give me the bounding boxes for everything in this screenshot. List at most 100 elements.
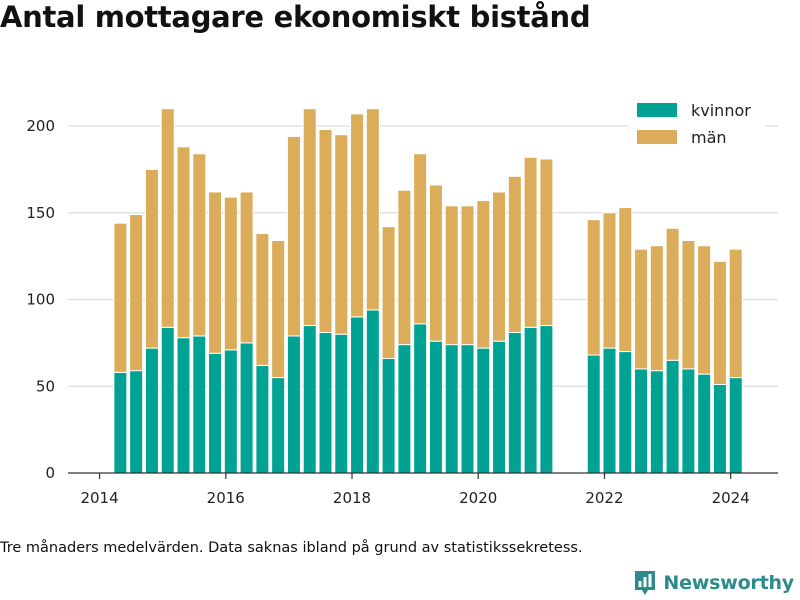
bar-man-33: [665, 227, 680, 361]
bar-man-3: [160, 108, 175, 328]
bar-man-7: [223, 196, 238, 351]
bar-kvinnor-1: [129, 370, 144, 474]
bar-man-13: [318, 128, 333, 333]
bar-man-30: [618, 207, 633, 353]
bar-kvinnor-32: [649, 370, 664, 474]
bar-man-2: [144, 168, 159, 349]
bar-man-36: [712, 260, 727, 386]
bar-man-20: [428, 184, 443, 342]
y-tick-label-0: 0: [45, 464, 55, 482]
bar-man-31: [634, 248, 649, 370]
x-tick-label-2016: 2016: [207, 489, 245, 507]
bar-kvinnor-21: [444, 344, 459, 474]
bar-kvinnor-31: [634, 368, 649, 474]
footnote: Tre månaders medelvärden. Data saknas ib…: [0, 540, 583, 556]
bar-kvinnor-13: [318, 331, 333, 474]
bar-kvinnor-2: [144, 347, 159, 474]
bar-kvinnor-34: [681, 368, 696, 474]
bar-kvinnor-16: [365, 309, 380, 474]
bar-kvinnor-22: [460, 344, 475, 474]
bar-man-22: [460, 205, 475, 346]
bar-kvinnor-28: [586, 354, 601, 474]
bar-kvinnor-6: [208, 352, 223, 474]
newsworthy-logo-icon: [635, 571, 656, 595]
bar-man-10: [271, 240, 286, 379]
bar-man-8: [239, 191, 254, 344]
bar-kvinnor-7: [223, 349, 238, 474]
bar-kvinnor-0: [113, 371, 128, 474]
bar-man-24: [492, 191, 507, 342]
bar-kvinnor-12: [302, 325, 317, 474]
y-tick-label-200: 200: [26, 117, 55, 135]
bar-kvinnor-20: [428, 340, 443, 474]
x-tick-label-2018: 2018: [333, 489, 371, 507]
bar-man-16: [365, 108, 380, 311]
bar-man-9: [255, 233, 270, 366]
legend-swatch-kvinnor: [637, 103, 677, 117]
x-tick-label-2020: 2020: [459, 489, 497, 507]
legend-label-kvinnor: kvinnor: [691, 101, 751, 120]
legend: kvinnor män: [629, 95, 765, 151]
bar-man-11: [286, 135, 301, 337]
legend-label-man: män: [691, 128, 727, 147]
brand-name: Newsworthy: [663, 572, 794, 594]
bar-kvinnor-24: [492, 340, 507, 474]
y-tick-label-50: 50: [36, 377, 55, 395]
x-axis: 2014 2016 2018 2020 2022 2024: [68, 472, 778, 507]
bar-man-26: [523, 156, 538, 328]
x-tick-label-2022: 2022: [585, 489, 623, 507]
chart-title: Antal mottagare ekonomiskt bistånd: [0, 0, 591, 34]
bar-kvinnor-29: [602, 347, 617, 474]
bar-kvinnor-8: [239, 342, 254, 474]
bar-kvinnor-27: [539, 325, 554, 474]
bar-kvinnor-5: [192, 335, 207, 474]
bar-man-6: [208, 191, 223, 354]
bar-kvinnor-33: [665, 359, 680, 474]
bar-man-27: [539, 158, 554, 327]
bar-kvinnor-3: [160, 326, 175, 474]
bar-man-17: [381, 226, 396, 359]
bar-man-35: [697, 245, 712, 375]
bar-kvinnor-30: [618, 351, 633, 474]
bar-man-18: [397, 189, 412, 346]
y-tick-label-100: 100: [26, 291, 55, 309]
y-axis: 0 50 100 150 200: [26, 117, 55, 482]
bar-man-0: [113, 222, 128, 373]
bar-man-21: [444, 205, 459, 346]
bar-man-23: [476, 200, 491, 349]
bar-kvinnor-35: [697, 373, 712, 474]
x-tick-label-2014: 2014: [80, 489, 118, 507]
bar-man-29: [602, 212, 617, 349]
bar-kvinnor-17: [381, 358, 396, 474]
bar-man-37: [728, 248, 743, 379]
bar-kvinnor-9: [255, 364, 270, 474]
bar-kvinnor-18: [397, 344, 412, 474]
bar-kvinnor-11: [286, 335, 301, 474]
bar-man-14: [334, 134, 349, 335]
bar-kvinnor-26: [523, 326, 538, 474]
bar-man-4: [176, 146, 191, 339]
bar-kvinnor-25: [507, 331, 522, 474]
bar-man-1: [129, 214, 144, 372]
bar-kvinnor-10: [271, 377, 286, 474]
bar-man-25: [507, 175, 522, 333]
bar-man-32: [649, 245, 664, 372]
bar-kvinnor-19: [413, 323, 428, 474]
bar-man-12: [302, 108, 317, 327]
bar-man-5: [192, 153, 207, 337]
legend-swatch-man: [637, 130, 677, 144]
bar-man-19: [413, 153, 428, 325]
bar-kvinnor-15: [350, 316, 365, 474]
bar-man-15: [350, 113, 365, 318]
bar-kvinnor-23: [476, 347, 491, 474]
bar-layer: [113, 108, 743, 474]
bar-man-28: [586, 219, 601, 356]
bar-kvinnor-14: [334, 333, 349, 474]
stacked-bar-chart: 2014 2016 2018 2020 2022 2024 0 50 100 150 200 kv…: [26, 95, 778, 507]
bar-kvinnor-36: [712, 384, 727, 474]
bar-kvinnor-4: [176, 337, 191, 474]
x-tick-label-2024: 2024: [712, 489, 750, 507]
bar-kvinnor-37: [728, 377, 743, 474]
brand-logo[interactable]: Newsworthy: [633, 570, 794, 596]
y-tick-label-150: 150: [26, 204, 55, 222]
